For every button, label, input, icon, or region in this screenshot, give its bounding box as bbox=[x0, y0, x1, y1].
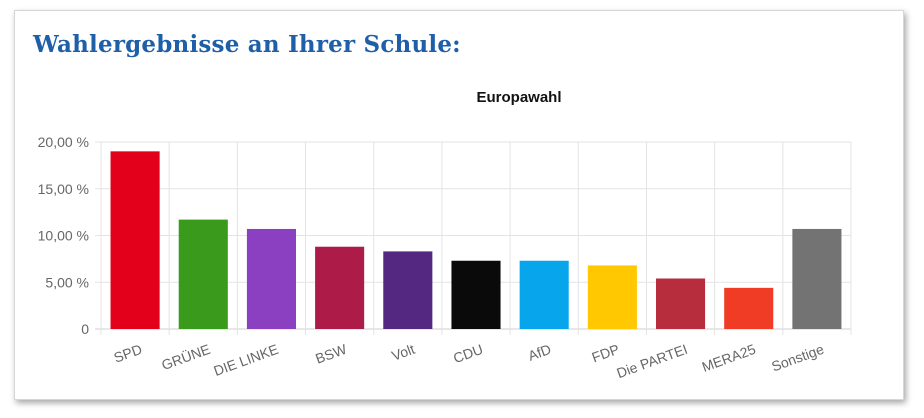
bar-spd[interactable] bbox=[110, 151, 160, 329]
x-tick-label: Die PARTEI bbox=[614, 341, 689, 381]
bar-grüne[interactable] bbox=[178, 219, 228, 329]
x-tick-label: CDU bbox=[451, 341, 485, 366]
chart-title: Europawahl bbox=[476, 89, 561, 106]
y-tick-label: 0 bbox=[81, 321, 89, 337]
page-heading: Wahlergebnisse an Ihrer Schule: bbox=[33, 31, 461, 58]
y-tick-label: 15,00 % bbox=[38, 181, 89, 197]
bar-sonstige[interactable] bbox=[792, 228, 842, 329]
x-tick-label: Sonstige bbox=[769, 341, 826, 375]
x-tick-label: BSW bbox=[313, 341, 349, 367]
x-tick-label: SPD bbox=[112, 341, 145, 366]
y-tick-label: 5,00 % bbox=[45, 274, 89, 290]
x-tick-label: FDP bbox=[590, 341, 622, 366]
bar-afd[interactable] bbox=[519, 260, 569, 329]
x-tick-label: AfD bbox=[526, 341, 553, 364]
bar-bsw[interactable] bbox=[315, 246, 365, 329]
x-tick-label: MERA25 bbox=[700, 341, 758, 375]
y-tick-label: 20,00 % bbox=[38, 134, 89, 150]
bar-cdu[interactable] bbox=[451, 260, 501, 329]
bar-mera25[interactable] bbox=[724, 287, 774, 329]
y-tick-label: 10,00 % bbox=[38, 228, 89, 244]
bar-chart: Europawahl 0 5,00 % 10,00 % 15,00 % 20,00 % S… bbox=[38, 89, 852, 381]
bar-fdp[interactable] bbox=[587, 265, 637, 329]
bar-die-partei[interactable] bbox=[656, 278, 706, 329]
bar-volt[interactable] bbox=[383, 251, 433, 329]
bar-die-linke[interactable] bbox=[246, 228, 296, 329]
x-tick-label: DIE LINKE bbox=[211, 341, 280, 379]
x-tick-label: Volt bbox=[389, 341, 417, 364]
results-card: Wahlergebnisse an Ihrer Schule: Europawa… bbox=[14, 10, 904, 400]
x-tick-label: GRÜNE bbox=[159, 340, 212, 373]
